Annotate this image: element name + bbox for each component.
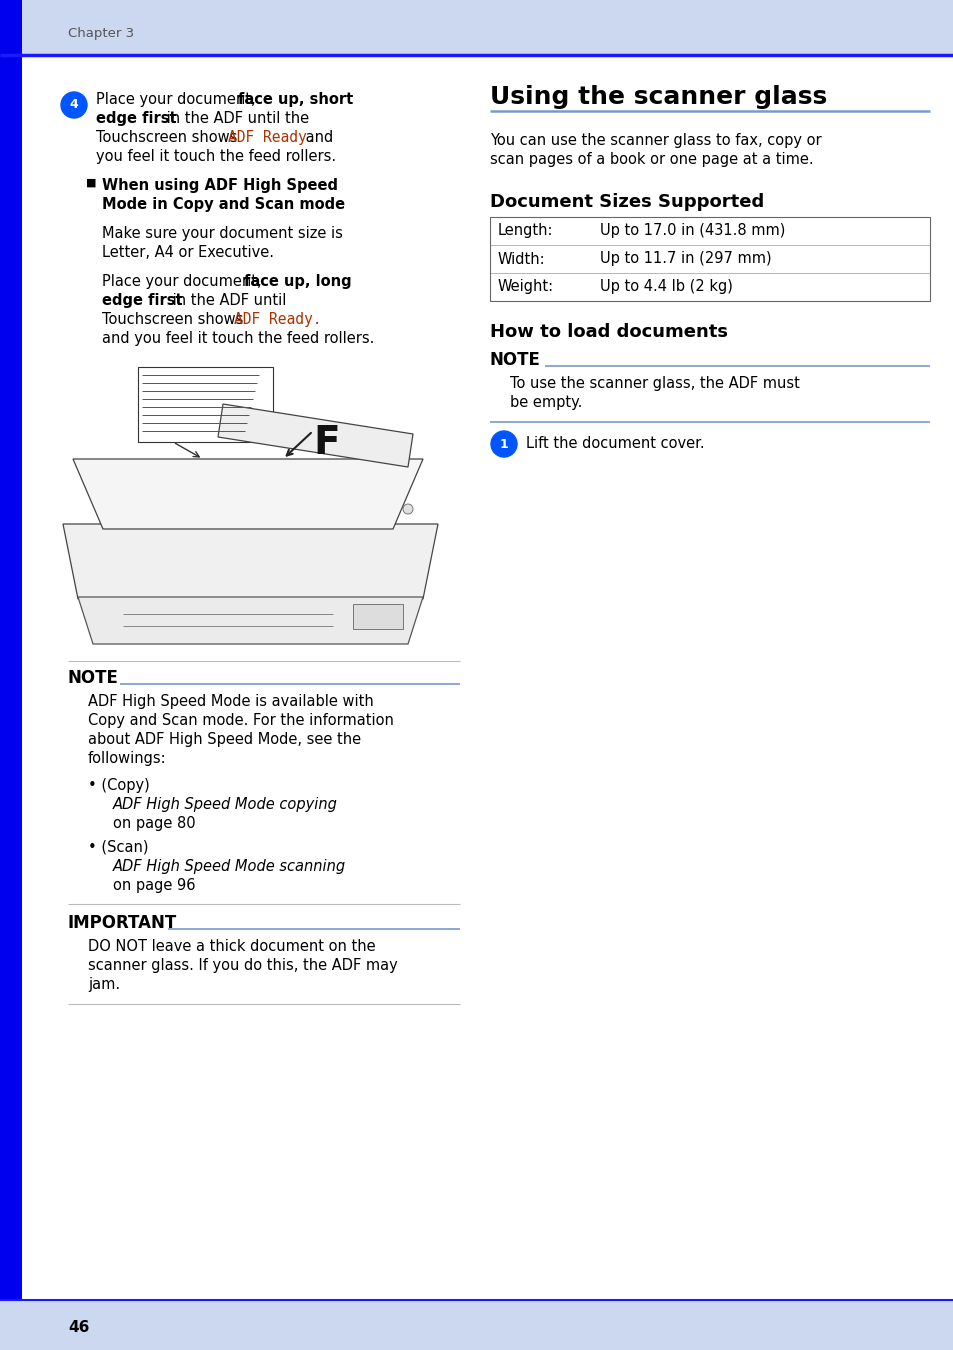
Text: To use the scanner glass, the ADF must: To use the scanner glass, the ADF must: [510, 377, 799, 392]
Text: Chapter 3: Chapter 3: [68, 27, 134, 39]
Text: DO NOT leave a thick document on the: DO NOT leave a thick document on the: [88, 940, 375, 954]
Polygon shape: [218, 404, 413, 467]
Text: jam.: jam.: [88, 977, 120, 992]
Polygon shape: [63, 524, 437, 599]
Text: Make sure your document size is: Make sure your document size is: [102, 225, 342, 242]
Bar: [138, 367, 273, 441]
Text: face up, short: face up, short: [237, 92, 353, 107]
Bar: [0, 1300, 953, 1350]
Text: Letter, A4 or Executive.: Letter, A4 or Executive.: [102, 244, 274, 261]
Text: on page 96: on page 96: [112, 878, 195, 892]
Text: Using the scanner glass: Using the scanner glass: [490, 85, 826, 109]
Bar: [0, 0, 22, 1350]
Circle shape: [491, 431, 517, 458]
Text: Length:: Length:: [497, 224, 553, 239]
Text: NOTE: NOTE: [490, 351, 540, 369]
Text: Mode in Copy and Scan mode: Mode in Copy and Scan mode: [102, 197, 345, 212]
Text: about ADF High Speed Mode, see the: about ADF High Speed Mode, see the: [88, 732, 361, 747]
Text: 1: 1: [499, 437, 508, 451]
Text: in the ADF until: in the ADF until: [168, 293, 286, 308]
Polygon shape: [73, 459, 422, 529]
Text: • (Scan): • (Scan): [88, 840, 149, 855]
Text: Width:: Width:: [497, 251, 545, 266]
Text: 46: 46: [68, 1320, 90, 1335]
Text: IMPORTANT: IMPORTANT: [68, 914, 177, 931]
Bar: [353, 603, 402, 629]
Text: Up to 11.7 in (297 mm): Up to 11.7 in (297 mm): [599, 251, 771, 266]
Text: scanner glass. If you do this, the ADF may: scanner glass. If you do this, the ADF m…: [88, 958, 397, 973]
Text: face up, long: face up, long: [244, 274, 352, 289]
Text: ADF High Speed Mode is available with: ADF High Speed Mode is available with: [88, 694, 374, 709]
Text: Place your document,: Place your document,: [102, 274, 266, 289]
Text: on page 80: on page 80: [112, 815, 195, 832]
Text: 4: 4: [70, 99, 78, 112]
Text: be empty.: be empty.: [510, 396, 581, 410]
Circle shape: [402, 504, 413, 514]
Bar: [0, 0, 953, 55]
Text: edge first: edge first: [102, 293, 182, 308]
Text: • (Copy): • (Copy): [88, 778, 150, 792]
Text: F: F: [313, 424, 339, 462]
Text: Place your document,: Place your document,: [96, 92, 260, 107]
Text: Up to 4.4 lb (2 kg): Up to 4.4 lb (2 kg): [599, 279, 732, 294]
Text: ■: ■: [86, 178, 96, 188]
Text: in the ADF until the: in the ADF until the: [162, 111, 309, 126]
Text: Lift the document cover.: Lift the document cover.: [525, 436, 704, 451]
Text: and: and: [301, 130, 333, 144]
Text: edge first: edge first: [96, 111, 176, 126]
Text: Weight:: Weight:: [497, 279, 554, 294]
Text: Copy and Scan mode. For the information: Copy and Scan mode. For the information: [88, 713, 394, 728]
Bar: [490, 217, 929, 301]
Text: followings:: followings:: [88, 751, 167, 765]
Text: Touchscreen shows: Touchscreen shows: [102, 312, 248, 327]
Polygon shape: [78, 597, 422, 644]
Text: and you feel it touch the feed rollers.: and you feel it touch the feed rollers.: [102, 331, 374, 346]
Text: ADF Ready.: ADF Ready.: [233, 312, 321, 327]
Text: You can use the scanner glass to fax, copy or: You can use the scanner glass to fax, co…: [490, 134, 821, 148]
Text: How to load documents: How to load documents: [490, 323, 727, 342]
Text: ADF Ready.: ADF Ready.: [228, 130, 315, 144]
Text: Touchscreen shows: Touchscreen shows: [96, 130, 242, 144]
Text: When using ADF High Speed: When using ADF High Speed: [102, 178, 337, 193]
Text: scan pages of a book or one page at a time.: scan pages of a book or one page at a ti…: [490, 153, 813, 167]
Text: Up to 17.0 in (431.8 mm): Up to 17.0 in (431.8 mm): [599, 224, 784, 239]
Circle shape: [61, 92, 87, 117]
Text: you feel it touch the feed rollers.: you feel it touch the feed rollers.: [96, 148, 335, 163]
Text: ADF High Speed Mode scanning: ADF High Speed Mode scanning: [112, 859, 346, 873]
Text: ADF High Speed Mode copying: ADF High Speed Mode copying: [112, 796, 337, 811]
Text: NOTE: NOTE: [68, 670, 119, 687]
Text: Document Sizes Supported: Document Sizes Supported: [490, 193, 763, 211]
